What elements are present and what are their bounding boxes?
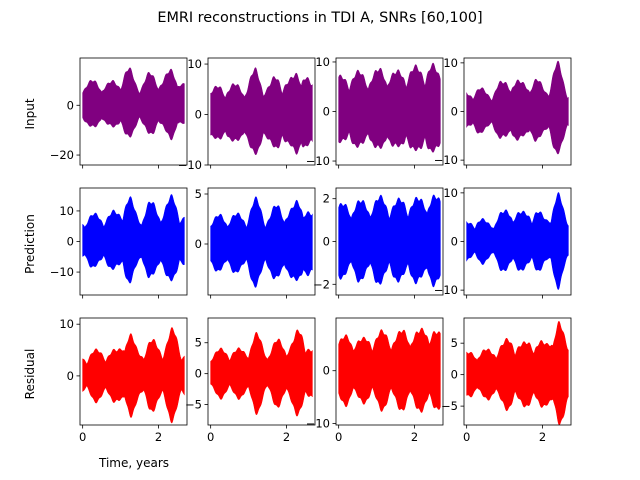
subplot-prediction-1: −10 0 10 — [50, 187, 188, 299]
y-tick-label: 0 — [451, 235, 458, 249]
y-tick-label: 0 — [323, 105, 330, 119]
figure-title: EMRI reconstructions in TDI A, SNRs [60,… — [157, 10, 482, 26]
y-tick-label: 5 — [195, 336, 202, 350]
y-tick-label: −5 — [441, 399, 458, 413]
subplot-residual-2: −5 0 5 0 2 — [185, 317, 316, 444]
x-tick-label: 2 — [283, 430, 290, 444]
y-tick-label: 5 — [195, 187, 202, 201]
x-tick-label: 2 — [411, 430, 418, 444]
axes-frame — [463, 317, 572, 426]
y-tick-label: 10 — [187, 57, 202, 71]
subplot-input-4: −10 0 10 — [434, 56, 572, 169]
y-tick-label: 5 — [451, 336, 458, 350]
axes-frame — [79, 317, 188, 426]
axes-frame — [79, 57, 188, 166]
y-tick-label: 0 — [451, 368, 458, 382]
y-tick-label: 0 — [67, 369, 74, 383]
y-tick-label: −2 — [313, 277, 330, 291]
y-tick-label: −10 — [306, 154, 330, 168]
subplot-residual-4: −5 0 5 0 2 — [441, 317, 572, 444]
subplot-prediction-4: −10 0 10 — [434, 186, 572, 299]
y-tick-label: −10 — [306, 416, 330, 430]
x-tick-label: 2 — [539, 430, 546, 444]
waveform-fill-prediction — [466, 192, 569, 290]
y-tick-label: −10 — [434, 283, 458, 297]
x-tick-label: 0 — [335, 430, 342, 444]
x-tick-label: 0 — [463, 430, 470, 444]
y-tick-label: 10 — [443, 56, 458, 70]
y-tick-label: 10 — [315, 55, 330, 69]
y-tick-label: 0 — [195, 108, 202, 122]
row-label-prediction: Prediction — [23, 214, 37, 274]
subplot-prediction-3: −2 0 2 — [313, 187, 444, 299]
waveform-fill-residual — [338, 327, 441, 413]
y-tick-label: 0 — [195, 367, 202, 381]
x-tick-label: 0 — [79, 430, 86, 444]
x-axis-label: Time, years — [98, 456, 169, 470]
row-label-input: Input — [23, 98, 37, 129]
y-tick-label: 2 — [323, 192, 330, 206]
y-tick-label: 10 — [59, 204, 74, 218]
x-tick-label: 0 — [207, 430, 214, 444]
y-tick-label: 0 — [323, 364, 330, 378]
y-tick-label: −20 — [50, 148, 74, 162]
y-tick-label: 0 — [195, 237, 202, 251]
y-tick-label: −5 — [185, 398, 202, 412]
y-tick-label: 10 — [443, 186, 458, 200]
y-tick-label: 10 — [59, 317, 74, 331]
y-tick-label: 0 — [323, 235, 330, 249]
subplot-residual-3: −10 0 0 2 — [306, 317, 444, 444]
waveform-fill-prediction — [82, 194, 185, 284]
waveform-fill-input — [210, 67, 313, 155]
axes-frame — [207, 187, 316, 296]
y-tick-label: 0 — [67, 98, 74, 112]
subplot-input-3: −10 0 10 — [306, 55, 444, 169]
y-tick-label: 0 — [67, 235, 74, 249]
y-tick-label: 0 — [451, 105, 458, 119]
x-tick-label: 2 — [155, 430, 162, 444]
subplot-residual-1: 0 10 0 2 — [59, 317, 188, 444]
y-tick-label: −10 — [50, 265, 74, 279]
waveform-fill-prediction — [338, 194, 441, 288]
waveform-fill-residual — [210, 329, 313, 417]
axes-frame — [207, 317, 316, 426]
subplot-input-2: −10 0 10 — [178, 57, 316, 172]
waveform-fill-residual — [82, 327, 185, 424]
subplot-prediction-2: 05 — [195, 187, 316, 299]
waveform-fill-input — [82, 67, 185, 141]
axes-frame — [207, 57, 316, 166]
y-tick-label: −10 — [178, 158, 202, 172]
waveform-fill-input — [338, 62, 441, 153]
waveform-fill-input — [466, 60, 569, 155]
subplot-grid: −200−10010−10010−10010−1001005−202−10010… — [50, 55, 572, 444]
subplot-input-1: −20 0 — [50, 57, 188, 169]
row-label-residual: Residual — [23, 349, 37, 400]
waveform-fill-prediction — [210, 196, 313, 288]
y-tick-label: −10 — [434, 153, 458, 167]
waveform-fill-residual — [466, 321, 569, 426]
axes-frame — [335, 317, 444, 426]
